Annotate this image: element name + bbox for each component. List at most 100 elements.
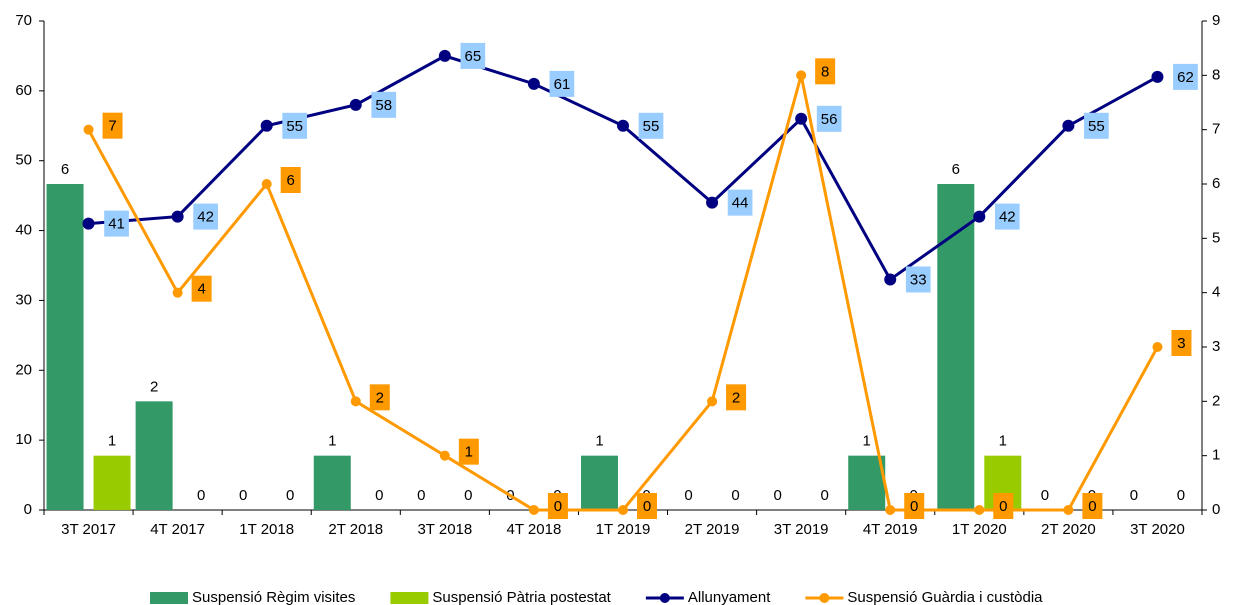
bar <box>135 401 173 510</box>
point <box>1062 119 1075 132</box>
y-tick-label: 0 <box>24 501 32 518</box>
bar <box>93 455 131 510</box>
label-text: 65 <box>465 48 482 65</box>
label-text: 2 <box>732 389 740 406</box>
data-label: 41 <box>104 210 129 237</box>
label-text: 0 <box>910 498 918 515</box>
y2-tick-label: 4 <box>1212 284 1220 301</box>
data-label: 0 <box>1082 493 1103 519</box>
point <box>618 505 628 515</box>
label-text: 55 <box>643 118 660 135</box>
bar <box>581 455 618 510</box>
x-tick-label: 3T 2018 <box>417 521 472 538</box>
bar-label: 2 <box>150 378 158 395</box>
label-text: 0 <box>1088 498 1096 515</box>
bar-label: 0 <box>1177 487 1185 504</box>
label-text: 0 <box>554 498 562 515</box>
bar-label: 1 <box>863 433 871 450</box>
bar-label: 0 <box>1041 487 1049 504</box>
y2-tick-label: 2 <box>1212 392 1220 409</box>
point <box>795 112 808 125</box>
x-tick-label: 2T 2019 <box>685 521 740 538</box>
label-text: 42 <box>197 209 214 226</box>
point <box>350 396 361 407</box>
label-box <box>638 112 664 139</box>
x-tick-label: 4T 2019 <box>863 521 918 538</box>
data-label: 42 <box>193 203 218 230</box>
data-label: 58 <box>371 91 397 118</box>
data-label: 42 <box>994 203 1020 230</box>
data-label: 0 <box>547 493 568 519</box>
x-tick-label: 4T 2018 <box>507 521 562 538</box>
bar-label: 0 <box>286 487 294 504</box>
data-label: 0 <box>993 493 1014 519</box>
y-tick-label: 20 <box>15 361 32 378</box>
point <box>973 210 986 223</box>
bar <box>46 184 84 510</box>
data-label: 7 <box>102 112 123 139</box>
label-box <box>549 70 575 97</box>
label-box <box>547 493 568 519</box>
y2-tick-label: 0 <box>1212 501 1220 518</box>
point <box>83 124 94 135</box>
point <box>438 49 451 62</box>
label-text: 58 <box>375 97 392 114</box>
bar-label: 0 <box>417 487 425 504</box>
line <box>88 54 1159 282</box>
label-text: 41 <box>108 216 125 233</box>
data-label: 0 <box>904 493 925 519</box>
y-tick-label: 30 <box>15 291 32 308</box>
x-tick-label: 2T 2018 <box>328 521 383 538</box>
label-box <box>1084 112 1109 139</box>
label-text: 4 <box>197 281 205 298</box>
label-text: 55 <box>286 118 303 135</box>
data-label: 65 <box>460 42 486 69</box>
label-box <box>191 275 212 302</box>
legend-label: Allunyament <box>688 589 771 605</box>
bar-label: 0 <box>773 487 781 504</box>
legend-label: Suspensió Pàtria postestat <box>432 589 611 605</box>
data-label: 55 <box>282 112 308 139</box>
label-box <box>102 112 123 139</box>
point <box>974 505 985 515</box>
data-label: 61 <box>549 70 575 97</box>
data-label: 6 <box>280 167 301 193</box>
label-box <box>994 203 1020 230</box>
data-label: 56 <box>816 105 842 132</box>
label-box <box>637 493 657 519</box>
label-text: 55 <box>1088 118 1105 135</box>
label-text: 2 <box>376 389 384 406</box>
x-tick-label: 1T 2019 <box>596 521 651 538</box>
y2-tick-label: 5 <box>1212 229 1220 246</box>
label-text: 42 <box>999 209 1016 226</box>
bar-label: 0 <box>239 487 247 504</box>
bar-label: 6 <box>61 161 69 178</box>
point <box>82 217 95 230</box>
point <box>1063 505 1074 515</box>
bar-label: 0 <box>1130 487 1138 504</box>
point <box>349 98 362 111</box>
point <box>796 70 807 81</box>
data-label: 1 <box>458 438 479 465</box>
bar-label: 0 <box>464 487 472 504</box>
label-box <box>993 493 1014 519</box>
bar-label: 0 <box>820 487 828 504</box>
point <box>1152 342 1163 352</box>
x-tick-label: 3T 2017 <box>61 521 116 538</box>
bar-label: 6 <box>952 161 960 178</box>
point <box>261 179 272 189</box>
legend-swatch <box>150 592 188 604</box>
point <box>1151 70 1164 83</box>
point <box>260 119 273 132</box>
y2-tick-label: 7 <box>1212 121 1220 138</box>
bar-label: 1 <box>328 433 336 450</box>
label-box <box>371 91 397 118</box>
x-tick-label: 2T 2020 <box>1041 521 1096 538</box>
label-box <box>816 105 842 132</box>
label-text: 3 <box>1177 335 1185 352</box>
point <box>439 450 450 461</box>
bar-label: 0 <box>731 487 739 504</box>
label-text: 7 <box>108 118 116 135</box>
data-label: 3 <box>1171 330 1192 356</box>
data-label: 2 <box>369 384 390 411</box>
